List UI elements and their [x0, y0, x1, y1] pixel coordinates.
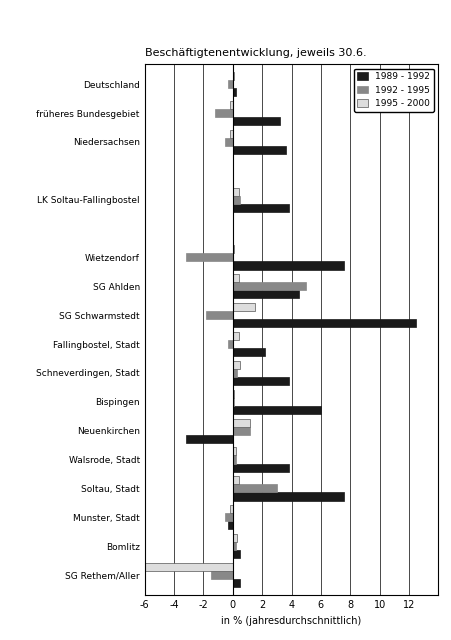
Bar [232, 476, 238, 484]
Bar [232, 88, 235, 97]
Bar [228, 340, 232, 348]
Bar [225, 138, 232, 146]
Bar [232, 492, 344, 500]
Bar [232, 377, 288, 385]
Bar [185, 435, 232, 443]
Bar [232, 447, 235, 456]
Bar [232, 542, 235, 550]
Bar [232, 484, 276, 492]
Bar [232, 369, 237, 377]
Bar [232, 390, 234, 397]
Bar [230, 101, 232, 109]
Bar [232, 348, 264, 356]
Bar [215, 109, 232, 117]
Bar [232, 419, 250, 427]
Bar [185, 253, 232, 262]
Bar [232, 332, 238, 340]
Text: Beschäftigtenentwicklung, jeweils 30.6.: Beschäftigtenentwicklung, jeweils 30.6. [144, 47, 365, 58]
Bar [232, 397, 234, 406]
Bar [232, 406, 320, 414]
Bar [232, 117, 279, 125]
Bar [232, 196, 239, 204]
Bar [232, 550, 239, 558]
Bar [232, 188, 238, 196]
Bar [232, 463, 288, 472]
Bar [232, 146, 285, 154]
Bar [232, 534, 237, 542]
Bar [232, 274, 238, 282]
Bar [210, 571, 232, 579]
Bar [232, 262, 344, 269]
Bar [232, 319, 415, 327]
Bar [228, 80, 232, 88]
Bar [232, 282, 306, 291]
Bar [206, 311, 232, 319]
Legend: 1989 - 1992, 1992 - 1995, 1995 - 2000: 1989 - 1992, 1992 - 1995, 1995 - 2000 [353, 68, 433, 112]
Bar [228, 522, 232, 529]
Bar [230, 130, 232, 138]
Bar [144, 563, 232, 571]
Bar [232, 456, 235, 463]
Bar [232, 579, 239, 587]
Bar [232, 204, 288, 212]
Bar [232, 291, 298, 298]
Bar [232, 72, 234, 80]
Bar [232, 361, 239, 369]
Bar [232, 245, 234, 253]
X-axis label: in % (jahresdurchschnittlich): in % (jahresdurchschnittlich) [221, 616, 361, 626]
Bar [232, 427, 250, 435]
Bar [225, 513, 232, 522]
Bar [232, 303, 254, 311]
Bar [230, 505, 232, 513]
